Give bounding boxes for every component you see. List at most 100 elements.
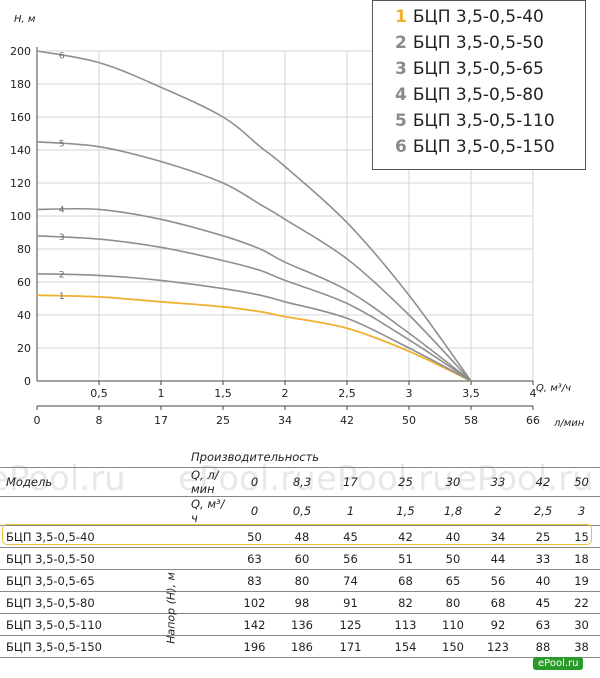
table-cell-value: 92: [473, 613, 523, 636]
table-cell-value: 19: [563, 569, 600, 592]
curve-series-1: [36, 294, 472, 382]
table-header-value: 0: [228, 496, 281, 526]
legend-number: 4: [395, 85, 407, 105]
table-cell-value: 40: [433, 525, 473, 548]
x-m3-tick-label: 2,5: [338, 387, 356, 400]
table-header-value: 17: [323, 467, 378, 497]
y-tick-label: 100: [10, 210, 31, 223]
table-cell-value: 63: [228, 547, 281, 570]
curve-label: 6: [59, 52, 65, 62]
table-header-value: 1: [323, 496, 378, 526]
table-cell-model: БЦП 3,5-0,5-40: [0, 525, 228, 548]
table-header-value: 33: [473, 467, 523, 497]
legend-number: 2: [395, 33, 407, 53]
legend-label: БЦП 3,5-0,5-150: [412, 137, 555, 157]
x-lmin-tick-label: 42: [340, 414, 354, 427]
x-lmin-tick-label: 58: [464, 414, 478, 427]
table-cell-value: 30: [563, 613, 600, 636]
chart-grid: [37, 50, 534, 381]
x-axis-title-m3: Q, м³/ч: [536, 383, 571, 394]
x-axis-title-lmin: л/мин: [553, 418, 585, 429]
x-lmin-tick-label: 8: [96, 414, 103, 427]
table-header-model: Модель: [0, 467, 150, 497]
legend-label: БЦП 3,5-0,5-110: [412, 111, 555, 131]
y-tick-label: 140: [10, 144, 31, 157]
table-cell-value: 60: [281, 547, 323, 570]
curve-label: 1: [59, 292, 65, 302]
head-axis-label: Напор (Н), м: [164, 572, 178, 644]
table-cell-value: 44: [473, 547, 523, 570]
table-row-q-lmin: Модель Q, л/мин 08,317253033425055: [0, 467, 600, 497]
table-cell-value: 25: [523, 525, 563, 548]
x-m3-tick-label: 1,5: [214, 387, 232, 400]
y-tick-label: 80: [17, 243, 31, 256]
table-cell-value: 74: [323, 569, 378, 592]
curve-series-6: [36, 50, 472, 382]
table-row: БЦП 3,5-0,5-4050484542403425151: [0, 525, 600, 548]
table-cell-value: 22: [563, 591, 600, 614]
table-cell-model: БЦП 3,5-0,5-50: [0, 547, 228, 570]
table-cell-value: 50: [228, 525, 281, 548]
table-cell-value: 18: [563, 547, 600, 570]
table-header-value: 30: [433, 467, 473, 497]
legend-label: БЦП 3,5-0,5-65: [412, 59, 544, 79]
table-header-q-lmin: Q, л/мин: [185, 467, 228, 497]
table-header-value: 2: [473, 496, 523, 526]
table-header-value: 3: [563, 496, 600, 526]
x-lmin-tick-label: 50: [402, 414, 416, 427]
table-cell-model: БЦП 3,5-0,5-65: [0, 569, 228, 592]
table-cell-value: 68: [378, 569, 433, 592]
table-cell-value: 125: [323, 613, 378, 636]
table-row: БЦП 3,5-0,5-1101421361251131109263301: [0, 613, 600, 636]
y-tick-label: 200: [10, 45, 31, 58]
table-cell-value: 56: [473, 569, 523, 592]
chart-axes: [36, 47, 534, 410]
site-badge: ePool.ru: [533, 657, 584, 670]
y-tick-label: 0: [24, 375, 31, 388]
curve-series-4: [36, 207, 472, 382]
table-cell-value: 142: [228, 613, 281, 636]
table-cell-value: 33: [523, 547, 563, 570]
table-row: БЦП 3,5-0,5-15019618617115415012388381: [0, 635, 600, 658]
table-header-value: 50: [563, 467, 600, 497]
x-lmin-tick-label: 66: [526, 414, 540, 427]
curve-series-2: [36, 273, 472, 382]
table-body: БЦП 3,5-0,5-4050484542403425151БЦП 3,5-0…: [0, 525, 600, 658]
table-cell-value: 80: [433, 591, 473, 614]
table-row: БЦП 3,5-0,5-6583807468655640191: [0, 569, 600, 592]
legend-number: 1: [395, 7, 407, 27]
table-cell-value: 45: [323, 525, 378, 548]
chart-legend: 1 БЦП 3,5-0,5-40 2 БЦП 3,5-0,5-50 3 БЦП 3,5-0…: [372, 0, 586, 170]
table-cell-value: 91: [323, 591, 378, 614]
table-cell-value: 68: [473, 591, 523, 614]
table-cell-value: 56: [323, 547, 378, 570]
table-cell-value: 150: [433, 635, 473, 658]
y-tick-label: 40: [17, 309, 31, 322]
curve-series-3: [36, 235, 472, 382]
legend-label: БЦП 3,5-0,5-80: [412, 85, 544, 105]
legend-item: 4 БЦП 3,5-0,5-80: [395, 82, 585, 108]
legend-item: 5 БЦП 3,5-0,5-110: [395, 108, 585, 134]
curve-label: 2: [59, 270, 65, 280]
table-row: БЦП 3,5-0,5-5063605651504433181: [0, 547, 600, 570]
table-cell-value: 136: [281, 613, 323, 636]
table-header-value: 25: [378, 467, 433, 497]
y-tick-label: 160: [10, 111, 31, 124]
x-lmin-tick-label: 34: [278, 414, 292, 427]
x-lmin-tick-label: 0: [34, 414, 41, 427]
x-m3-tick-label: 1: [158, 387, 165, 400]
x-m3-tick-label: 0,5: [90, 387, 108, 400]
x-lmin-tick-label: 17: [154, 414, 168, 427]
table-cell-value: 51: [378, 547, 433, 570]
legend-number: 6: [395, 137, 407, 157]
table-cell-value: 63: [523, 613, 563, 636]
chart-curves: [36, 50, 472, 382]
table-cell-model: БЦП 3,5-0,5-110: [0, 613, 228, 636]
y-axis-title: Н, м: [14, 14, 36, 25]
legend-item: 6 БЦП 3,5-0,5-150: [395, 134, 585, 160]
y-tick-label: 60: [17, 276, 31, 289]
y-tick-label: 120: [10, 177, 31, 190]
performance-table: Производительность Модель Q, л/мин 0 8,3 1…: [0, 446, 600, 658]
